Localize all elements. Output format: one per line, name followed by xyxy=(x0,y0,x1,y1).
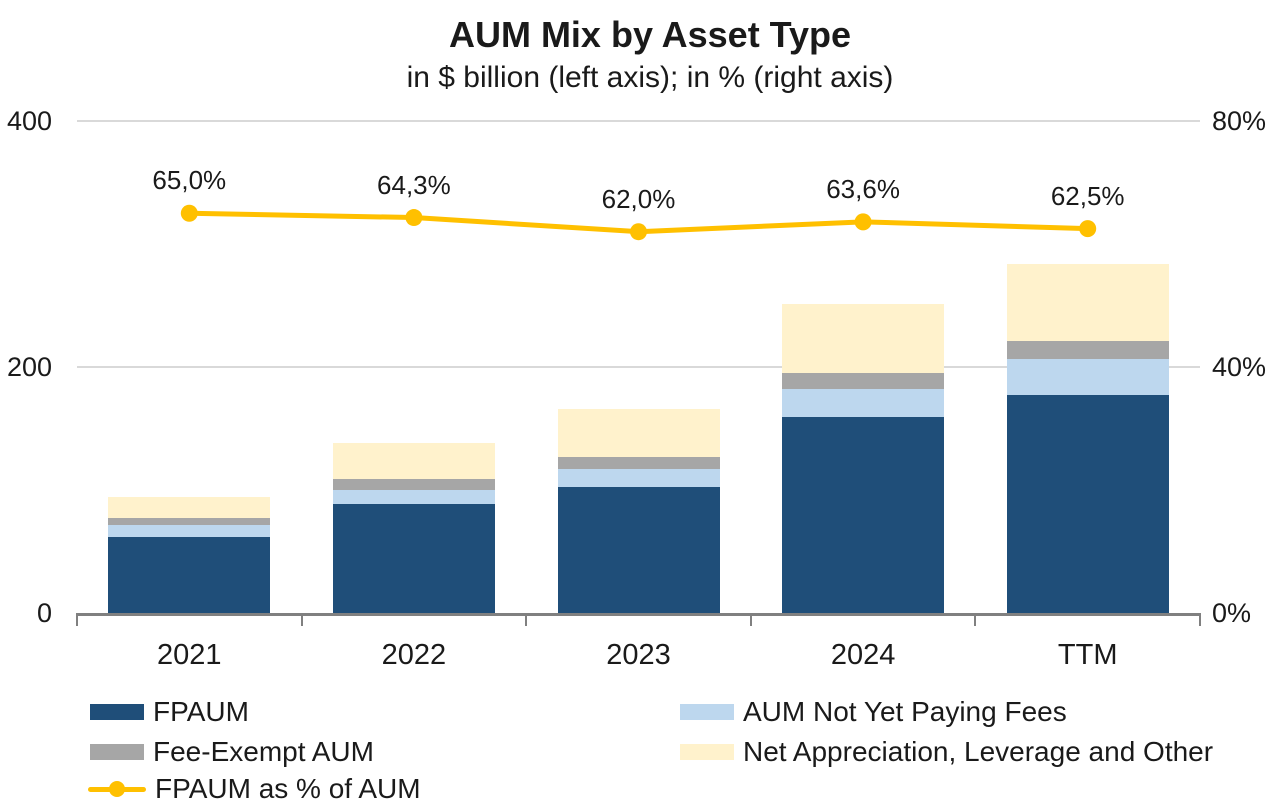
x-axis-label-2022: 2022 xyxy=(381,639,447,671)
x-axis-label-TTM: TTM xyxy=(1057,639,1118,671)
bar-TTM-aum-not-yet-paying-fees xyxy=(1006,359,1169,395)
bar-2023-aum-not-yet-paying-fees xyxy=(557,468,720,487)
x-axis-tick-2 xyxy=(525,613,528,626)
bar-2021-fpaum xyxy=(108,537,271,613)
legend-line-marker-icon xyxy=(88,780,146,798)
gridline-400 xyxy=(77,120,1200,122)
legend-item-fpaum: FPAUM xyxy=(90,697,249,727)
x-axis-tick-1 xyxy=(300,613,303,626)
legend-label-net-appreciation: Net Appreciation, Leverage and Other xyxy=(743,736,1214,767)
bar-2023-fee-exempt-aum xyxy=(557,457,720,469)
x-axis-tick-0 xyxy=(76,613,78,626)
x-axis-line xyxy=(76,613,1201,616)
legend-label-fpaum-percent: FPAUM as % of AUM xyxy=(155,773,421,804)
legend-item-fpaum-percent: FPAUM as % of AUM xyxy=(88,774,421,804)
y-axis-left-label-400: 400 xyxy=(6,106,52,136)
bar-2024-fee-exempt-aum xyxy=(782,373,945,389)
line-data-label-2022: 64,3% xyxy=(377,169,451,200)
y-axis-right-label-40: 40% xyxy=(1212,352,1267,382)
x-axis-label-2023: 2023 xyxy=(606,639,671,671)
bar-2022-fpaum xyxy=(332,503,495,613)
bar-2021-net-appreciation-leverage-and-other xyxy=(108,496,271,519)
legend-swatch-net-appreciation xyxy=(680,744,734,760)
bar-2023-net-appreciation-leverage-and-other xyxy=(557,409,720,458)
line-data-label-TTM: 62,5% xyxy=(1050,180,1125,211)
line-data-label-2024: 63,6% xyxy=(826,173,900,204)
y-axis-left-label-0: 0 xyxy=(36,598,52,628)
x-axis-tick-4 xyxy=(974,613,977,626)
bar-TTM-fee-exempt-aum xyxy=(1006,340,1169,360)
legend-swatch-fpaum xyxy=(90,704,144,720)
legend-item-fee-exempt-aum: Fee-Exempt AUM xyxy=(90,737,374,767)
bar-2021-fee-exempt-aum xyxy=(108,518,271,525)
x-axis-tick-5 xyxy=(1199,613,1201,626)
legend-item-aum-not-yet-paying-fees: AUM Not Yet Paying Fees xyxy=(680,697,1067,727)
bar-2022-fee-exempt-aum xyxy=(332,479,495,490)
bar-2024-aum-not-yet-paying-fees xyxy=(782,388,945,417)
bar-2023-fpaum xyxy=(557,486,720,613)
legend-item-net-appreciation: Net Appreciation, Leverage and Other xyxy=(680,737,1213,767)
x-axis-label-2021: 2021 xyxy=(157,639,222,671)
bar-TTM-fpaum xyxy=(1006,394,1169,613)
legend-label-fpaum: FPAUM xyxy=(153,696,249,727)
chart-subtitle: in $ billion (left axis); in % (right ax… xyxy=(406,61,894,94)
bar-TTM-net-appreciation-leverage-and-other xyxy=(1006,263,1169,341)
y-axis-right-label-0: 0% xyxy=(1212,598,1252,628)
chart-title: AUM Mix by Asset Type xyxy=(448,14,852,55)
legend-label-aum-not-yet-paying-fees: AUM Not Yet Paying Fees xyxy=(743,696,1067,727)
y-axis-left-label-200: 200 xyxy=(6,352,52,382)
line-data-label-2021: 65,0% xyxy=(152,165,227,196)
gridline-200 xyxy=(77,366,1200,368)
bar-2024-net-appreciation-leverage-and-other xyxy=(782,304,945,374)
y-axis-right-label-80: 80% xyxy=(1212,106,1267,136)
bar-2021-aum-not-yet-paying-fees xyxy=(108,524,271,538)
x-axis-label-2024: 2024 xyxy=(830,639,896,671)
x-axis-tick-3 xyxy=(749,613,752,626)
bar-2022-aum-not-yet-paying-fees xyxy=(332,489,495,504)
legend-swatch-fee-exempt-aum xyxy=(90,744,144,760)
bar-2022-net-appreciation-leverage-and-other xyxy=(332,443,495,480)
legend-label-fee-exempt-aum: Fee-Exempt AUM xyxy=(153,736,374,767)
legend-swatch-aum-not-yet-paying-fees xyxy=(680,704,734,720)
bar-2024-fpaum xyxy=(782,416,945,613)
line-data-label-2023: 62,0% xyxy=(601,183,676,214)
